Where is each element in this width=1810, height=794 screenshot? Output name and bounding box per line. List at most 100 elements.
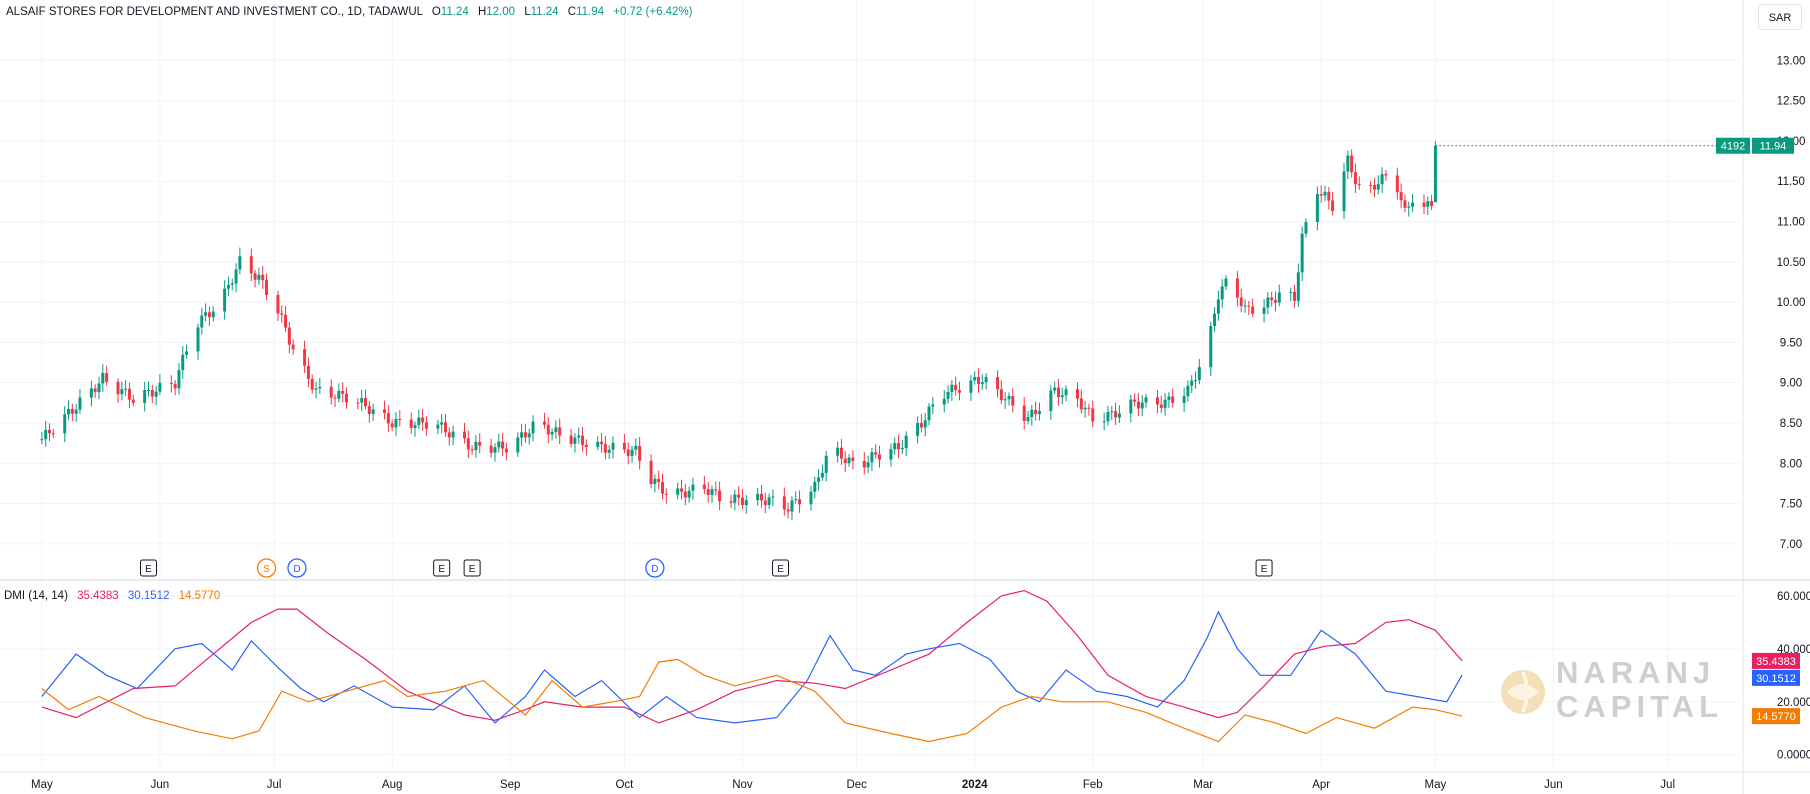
price-badge <box>1752 137 1794 154</box>
candle-body <box>120 389 124 395</box>
candle-body <box>383 409 387 413</box>
candle-body <box>1239 297 1243 307</box>
candle-body <box>1037 411 1041 415</box>
event-marker-label: E <box>145 564 152 575</box>
dmi-value-badge-text: 35.4383 <box>1756 656 1796 668</box>
time-tick-label: Jul <box>1660 779 1675 791</box>
candle-body <box>866 462 870 468</box>
candle-body <box>150 389 154 397</box>
candle-body <box>1247 305 1251 307</box>
candle-body <box>1197 367 1201 381</box>
candle-body <box>1091 408 1095 422</box>
candle-body <box>607 449 611 453</box>
candle-body <box>1007 396 1011 400</box>
candle-body <box>1053 387 1057 391</box>
candle-body <box>638 445 642 461</box>
candle-body <box>303 349 307 366</box>
candle-body <box>1372 185 1376 190</box>
candle-body <box>177 370 181 389</box>
event-marker-label: D <box>651 564 658 575</box>
candle-body <box>1159 404 1163 408</box>
candle-body <box>603 444 607 453</box>
candle-body <box>550 431 554 435</box>
candle-body <box>1319 194 1323 196</box>
candle-body <box>1403 200 1407 208</box>
time-tick-label: Jun <box>151 779 170 791</box>
candle-body <box>1117 413 1121 418</box>
candle-body <box>634 445 638 450</box>
dmi-value-badge <box>1752 669 1800 686</box>
candle-body <box>516 437 520 453</box>
candle-body <box>63 414 67 434</box>
candle-body <box>710 489 714 495</box>
candle-body <box>1251 306 1255 314</box>
candle-body <box>954 384 958 391</box>
candle-body <box>1350 155 1354 173</box>
candle-body <box>1216 299 1220 314</box>
candle-body <box>1296 272 1300 301</box>
candle-body <box>702 484 706 490</box>
candle-body <box>596 441 600 447</box>
price-tick-label: 10.50 <box>1777 257 1806 269</box>
candle-body <box>1190 380 1194 386</box>
dmi-value-badge-text: 30.1512 <box>1756 673 1796 685</box>
price-tick-label: 8.00 <box>1780 458 1802 470</box>
candle-body <box>97 383 101 393</box>
candle-body <box>207 312 211 318</box>
candle-body <box>916 422 920 436</box>
candle-body <box>957 390 961 393</box>
price-tick-label: 13.00 <box>1777 55 1806 67</box>
event-marker-label: E <box>1261 564 1268 575</box>
candle-body <box>740 497 744 506</box>
candle-body <box>1030 409 1034 418</box>
candle-body <box>265 280 269 296</box>
candle-body <box>1213 313 1217 327</box>
candle-body <box>280 313 284 315</box>
candle-body <box>386 412 390 424</box>
candle-body <box>443 422 447 433</box>
candle-body <box>862 461 866 468</box>
currency-button[interactable]: SAR <box>1758 4 1802 30</box>
candle-body <box>1235 278 1239 298</box>
candle-body <box>1266 297 1270 308</box>
price-tick-label: 12.50 <box>1777 96 1806 108</box>
candle-body <box>1194 380 1198 382</box>
candle-body <box>181 354 185 371</box>
event-marker-label: E <box>438 564 445 575</box>
candle-body <box>1357 184 1361 186</box>
candle-body <box>447 432 451 438</box>
candle-body <box>923 420 927 428</box>
candle-body <box>847 457 851 464</box>
candle-body <box>733 494 737 503</box>
open-label: O <box>431 6 441 18</box>
candle-body <box>931 404 935 407</box>
candle-body <box>1003 399 1007 401</box>
candle-body <box>1136 401 1140 409</box>
ticker-badge-text: 4192 <box>1721 141 1745 153</box>
candle-body <box>817 477 821 482</box>
candle-body <box>185 351 189 355</box>
candle-body <box>154 391 158 397</box>
dmi-tick-label: 20.0000 <box>1777 697 1810 709</box>
candle-body <box>276 295 280 314</box>
low-value: 11.24 <box>530 6 559 18</box>
candle-body <box>1304 222 1308 234</box>
candle-body <box>569 435 573 444</box>
candle-body <box>200 315 204 328</box>
candle-body <box>946 391 950 399</box>
split-marker <box>256 558 277 578</box>
candle-body <box>1395 175 1399 193</box>
candle-body <box>501 441 505 449</box>
earnings-marker <box>1255 559 1273 577</box>
candle-body <box>234 269 238 284</box>
candle-body <box>1114 411 1118 418</box>
candle-body <box>173 383 177 389</box>
candle-body <box>798 499 802 505</box>
candle-body <box>1327 191 1331 201</box>
candle-body <box>919 422 923 428</box>
candle-body <box>600 441 604 445</box>
candle-body <box>47 429 51 434</box>
candle-body <box>101 373 105 384</box>
